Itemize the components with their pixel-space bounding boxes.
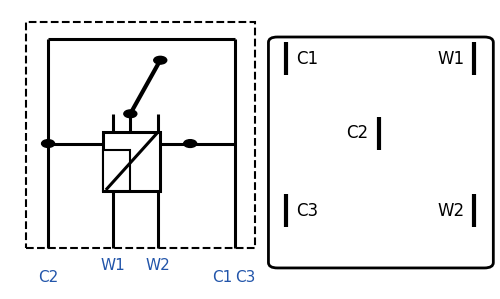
Bar [103, 150, 130, 191]
Text: C1: C1 [296, 50, 318, 68]
Circle shape [154, 56, 166, 64]
Circle shape [124, 110, 137, 118]
Bar [103, 132, 160, 191]
Text: W1: W1 [438, 50, 464, 68]
Text: C2: C2 [346, 124, 368, 142]
Text: C2: C2 [38, 270, 58, 285]
Circle shape [42, 140, 54, 147]
Text: W2: W2 [146, 258, 170, 273]
Circle shape [184, 140, 196, 147]
Text: C1: C1 [212, 270, 233, 285]
Text: C3: C3 [296, 202, 318, 219]
Text: W2: W2 [438, 202, 464, 219]
Bar [26, 22, 255, 248]
Text: C3: C3 [235, 270, 255, 285]
Text: W1: W1 [100, 258, 126, 273]
